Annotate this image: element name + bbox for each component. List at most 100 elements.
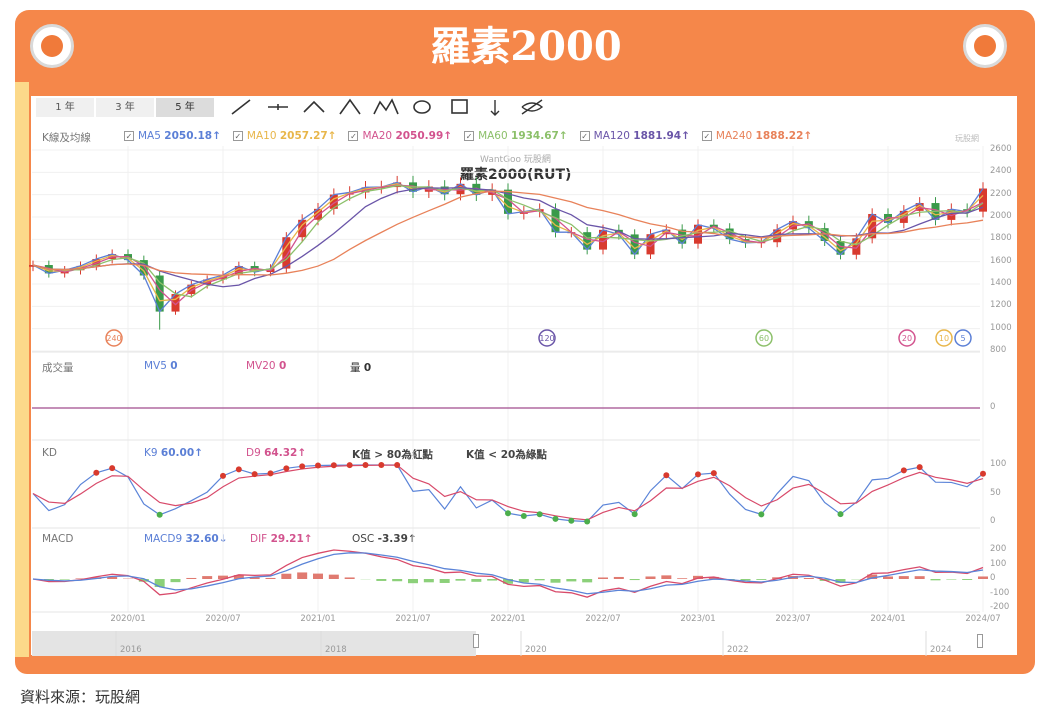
range-1y-button[interactable]: 1 年 xyxy=(36,98,94,117)
checkbox-icon[interactable]: ✓ xyxy=(701,131,712,141)
osc-bar xyxy=(503,579,513,584)
candle xyxy=(899,210,908,223)
osc-bar xyxy=(582,579,593,583)
osc-bar xyxy=(376,579,387,581)
vol-value: 0 xyxy=(363,362,372,374)
kd-red-dot xyxy=(346,462,353,469)
candle xyxy=(155,275,164,312)
kd-red-dot xyxy=(220,472,226,479)
price-tick: 1600 xyxy=(990,255,1012,266)
macd-tick: -100 xyxy=(990,587,1010,598)
legend-item-ma5[interactable]: ✓ MA5 2050.18↑ xyxy=(124,130,221,142)
osc-bar xyxy=(708,576,719,579)
mv20-value: 0 xyxy=(278,360,287,372)
macd-value: 32.60↓ xyxy=(185,533,228,545)
macd-title: MACD xyxy=(42,533,74,545)
kd-red-dot xyxy=(980,470,986,477)
candle xyxy=(29,265,37,267)
legend-item-ma240[interactable]: ✓ MA240 1888.22↑ xyxy=(701,130,812,142)
candle xyxy=(979,188,987,212)
candle xyxy=(282,237,291,269)
navigator-year: 2022 xyxy=(727,645,749,655)
macd-line xyxy=(32,552,984,595)
horizontal-line-icon[interactable] xyxy=(268,104,288,110)
legend-item-ma20[interactable]: ✓ MA20 2050.99↑ xyxy=(348,130,452,142)
kd-note-green: K值 < 20為綠點 xyxy=(466,449,547,461)
ma-marker-5 xyxy=(954,329,972,347)
navigator-selection[interactable] xyxy=(32,631,476,656)
osc-bar xyxy=(439,579,450,583)
legend-value: 1934.67↑ xyxy=(511,130,568,142)
angle-icon[interactable] xyxy=(303,100,325,113)
macd-label: MACD9 xyxy=(144,533,183,545)
price-tick: 2000 xyxy=(990,211,1012,221)
kd-green-dot xyxy=(505,510,511,517)
osc-value: -3.39↑ xyxy=(377,533,417,545)
legend-item-ma10[interactable]: ✓ MA10 2057.27↑ xyxy=(232,130,336,142)
candle xyxy=(694,224,702,244)
kd-red-dot xyxy=(916,464,923,471)
ma-line-ma60 xyxy=(32,184,984,298)
checkbox-icon[interactable]: ✓ xyxy=(464,131,475,141)
dif-line xyxy=(32,549,984,598)
candle xyxy=(884,213,892,223)
ma-marker-240 xyxy=(105,329,123,347)
navigator-left-handle[interactable] xyxy=(473,634,479,648)
ma-legend: ✓ MA5 2050.18↑ ✓ MA10 2057.27↑ ✓ MA20 2050.99… xyxy=(124,130,812,142)
date-tick: 2024/07 xyxy=(965,614,1001,624)
candle xyxy=(329,194,338,209)
range-5y-button[interactable]: 5 年 xyxy=(156,98,214,117)
price-tick: 800 xyxy=(990,345,1007,355)
candle xyxy=(234,266,243,276)
osc-bar xyxy=(962,579,973,580)
circle-tool-icon[interactable] xyxy=(413,100,431,114)
navigator-year: 2018 xyxy=(325,645,347,655)
checkbox-icon[interactable]: ✓ xyxy=(232,131,243,141)
text-tool-icon[interactable] xyxy=(490,100,500,116)
navigator-right-handle[interactable] xyxy=(977,634,983,648)
candle xyxy=(314,208,322,220)
mv20-label: MV20 xyxy=(246,360,276,372)
kd-green-dot xyxy=(837,511,844,518)
ma-marker-120 xyxy=(538,329,556,347)
kd-red-dot xyxy=(330,462,337,469)
hide-icon[interactable] xyxy=(521,99,544,115)
date-tick: 2024/01 xyxy=(870,614,906,624)
mv5-label: MV5 xyxy=(144,360,167,372)
osc-bar xyxy=(265,577,276,579)
kd-red-dot xyxy=(315,462,321,469)
candle xyxy=(852,238,861,255)
triangle-pattern-icon[interactable] xyxy=(339,98,361,115)
checkbox-icon[interactable]: ✓ xyxy=(348,131,359,141)
osc-bar xyxy=(898,576,909,579)
candle xyxy=(836,241,845,255)
macd-tick: -200 xyxy=(990,602,1010,612)
candle xyxy=(678,229,687,244)
range-3y-button[interactable]: 3 年 xyxy=(96,98,154,117)
line-tool-icon[interactable] xyxy=(231,99,251,115)
checkbox-icon[interactable]: ✓ xyxy=(579,131,590,141)
price-tick: 1800 xyxy=(990,233,1012,244)
osc-bar xyxy=(534,579,545,581)
navigator-year: 2020 xyxy=(525,645,547,655)
navigator-year: 2016 xyxy=(120,645,142,655)
rectangle-tool-icon[interactable] xyxy=(451,99,468,114)
osc-bar xyxy=(249,577,260,579)
osc-bar xyxy=(661,575,672,579)
osc-bar xyxy=(914,576,925,579)
kd-tick: 100 xyxy=(990,459,1007,469)
page-title: 羅素2000 xyxy=(430,23,622,70)
kd-red-dot xyxy=(378,462,385,469)
wave-pattern-icon[interactable] xyxy=(373,98,399,115)
kd-red-dot xyxy=(109,465,116,472)
osc-bar xyxy=(328,574,339,579)
legend-item-ma120[interactable]: ✓ MA120 1881.94↑ xyxy=(579,130,690,142)
ma-marker-label: 120 xyxy=(539,334,554,343)
kd-green-dot xyxy=(568,517,575,524)
checkbox-icon[interactable]: ✓ xyxy=(124,131,134,141)
legend-item-ma60[interactable]: ✓ MA60 1934.67↑ xyxy=(464,130,568,142)
osc-bar xyxy=(186,577,197,579)
candle xyxy=(630,234,639,255)
candle xyxy=(599,229,607,250)
